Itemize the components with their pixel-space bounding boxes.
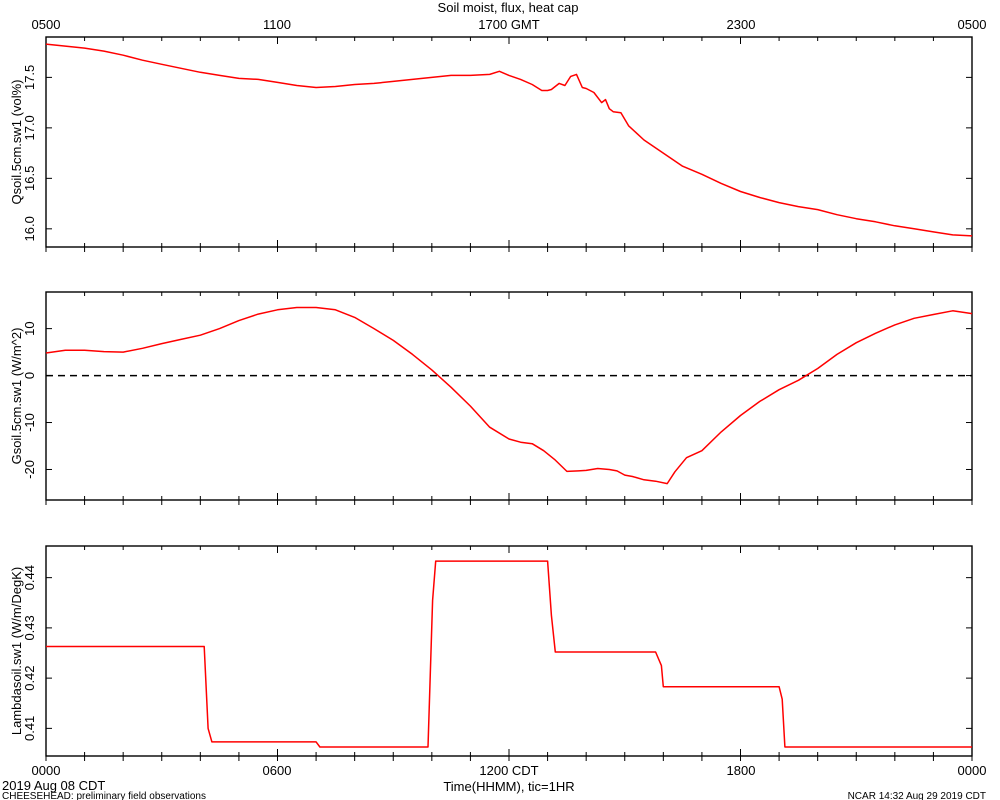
x-axis-label: Time(HHMM), tic=1HR bbox=[443, 779, 574, 794]
series-line bbox=[45, 306, 973, 485]
y-tick-label: 0.43 bbox=[22, 615, 37, 640]
chart-title: Soil moist, flux, heat cap bbox=[438, 0, 579, 15]
top-tick-label: 1100 bbox=[263, 17, 291, 32]
y-tick-label: 0.41 bbox=[22, 716, 37, 741]
bottom-tick-label: 0600 bbox=[263, 763, 292, 778]
top-tick-label: 1700 GMT bbox=[478, 17, 539, 32]
top-tick-label: 0500 bbox=[32, 17, 61, 32]
y-axis-label: Qsoil.5cm.sw1 (vol%) bbox=[9, 80, 24, 205]
top-tick-label: 2300 bbox=[727, 17, 756, 32]
series-line bbox=[45, 43, 973, 237]
y-tick-label: 0.42 bbox=[22, 665, 37, 690]
plot-frame bbox=[45, 291, 973, 501]
y-tick-label: -10 bbox=[22, 413, 37, 432]
bottom-tick-label: 0000 bbox=[32, 763, 61, 778]
bottom-tick-label: 0000 bbox=[958, 763, 987, 778]
bottom-tick-label: 1200 CDT bbox=[479, 763, 538, 778]
y-tick-label: 10 bbox=[22, 321, 37, 335]
footer-credit: NCAR 14:32 Aug 29 2019 CDT bbox=[848, 791, 986, 800]
top-axis-labels: 0500 1100 1700 GMT 2300 0500 bbox=[32, 17, 987, 32]
y-tick-label: 16.5 bbox=[22, 166, 37, 191]
bottom-axis-labels: 0000 0600 1200 CDT 1800 0000 bbox=[32, 763, 987, 778]
y-tick-label: 0.44 bbox=[22, 565, 37, 590]
y-tick-label: -20 bbox=[22, 460, 37, 479]
y-axis-label: Gsoil.5cm.sw1 (W/m^2) bbox=[9, 328, 24, 465]
y-tick-label: 16.0 bbox=[22, 216, 37, 241]
footer-project: CHEESEHEAD: preliminary field observatio… bbox=[2, 791, 206, 800]
y-tick-label: 17.0 bbox=[22, 115, 37, 140]
series-line bbox=[46, 560, 972, 748]
y-axis-label: Lambdasoil.sw1 (W/m/DegK) bbox=[9, 567, 24, 735]
top-tick-label: 0500 bbox=[958, 17, 987, 32]
plot-frame bbox=[45, 545, 973, 757]
footer-date: 2019 Aug 08 CDT bbox=[2, 778, 105, 793]
y-tick-label: 17.5 bbox=[22, 65, 37, 90]
bottom-tick-label: 1800 bbox=[727, 763, 756, 778]
y-tick-label: 0 bbox=[22, 372, 37, 379]
